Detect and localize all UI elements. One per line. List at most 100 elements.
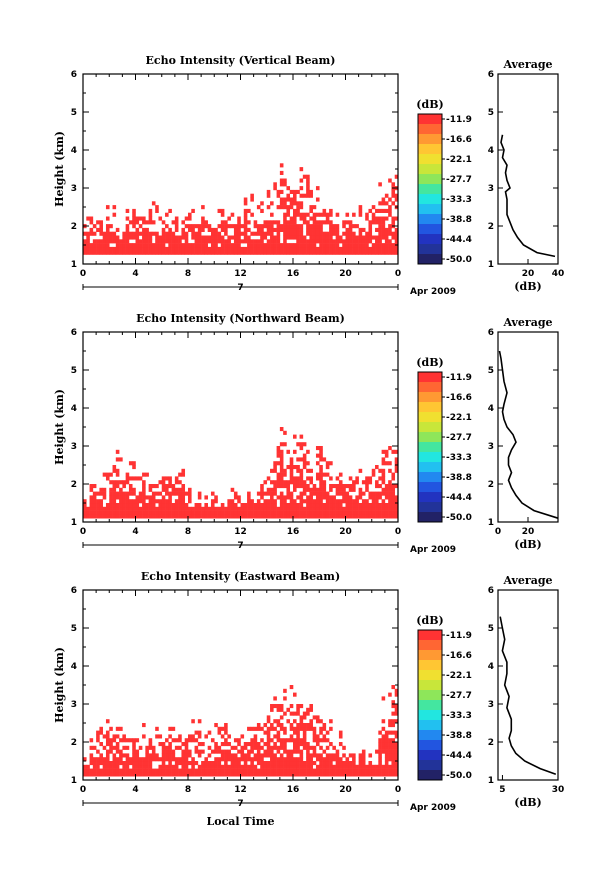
echo-cell [391, 201, 396, 206]
echo-cell [210, 235, 215, 240]
echo-cell [240, 514, 245, 519]
echo-cell [355, 243, 359, 248]
echo-cell [319, 468, 323, 473]
echo-cell [293, 201, 297, 206]
echo-cell [132, 208, 136, 213]
echo-cell [342, 761, 346, 766]
echo-cell [381, 476, 386, 481]
echo-cell [178, 768, 182, 773]
date-label: Apr 2009 [410, 287, 456, 297]
echo-cell [293, 220, 297, 225]
echo-cell [283, 205, 287, 210]
echo-cell [276, 480, 281, 485]
echo-cell [158, 734, 163, 739]
echo-cell [279, 442, 284, 447]
echo-cell [256, 231, 261, 236]
echo-cell [191, 231, 195, 236]
echo-cell [335, 761, 340, 766]
echo-cell [161, 503, 166, 508]
echo-cell [191, 719, 195, 724]
echo-cell [263, 510, 268, 515]
echo-cell [115, 246, 120, 251]
echo-cell [276, 449, 281, 454]
echo-cell [214, 250, 218, 255]
echo-cell [391, 764, 396, 769]
echo-cell [115, 742, 120, 747]
echo-cell [263, 723, 268, 728]
echo-cell [145, 745, 149, 750]
echo-cell [306, 764, 310, 769]
echo-cell [109, 495, 113, 500]
echo-cell [289, 711, 294, 716]
echo-cell [181, 503, 186, 508]
echo-cell [233, 757, 238, 762]
echo-cell [319, 761, 323, 766]
echo-cell [109, 726, 113, 731]
echo-cell [145, 772, 149, 777]
x-tick-label: 4 [132, 527, 138, 537]
echo-cell [181, 235, 186, 240]
echo-cell [135, 476, 140, 481]
echo-cell [378, 514, 382, 519]
colorbar-swatch [418, 472, 442, 483]
y-tick-label: 3 [71, 700, 77, 710]
echo-cell [227, 216, 231, 221]
echo-cell [348, 506, 353, 511]
echo-cell [352, 772, 356, 777]
echo-cell [247, 726, 251, 731]
echo-cell [138, 764, 143, 769]
echo-cell [112, 487, 117, 492]
echo-cell [138, 510, 143, 515]
echo-cell [365, 246, 369, 251]
echo-cell [184, 239, 189, 244]
echo-cell [171, 506, 176, 511]
echo-cell [270, 510, 274, 515]
echo-cell [220, 734, 225, 739]
echo-cell [391, 235, 396, 240]
echo-cell [204, 761, 208, 766]
x-tick-label: 0 [80, 785, 86, 795]
echo-cell [342, 231, 346, 236]
x-tick-label: 12 [234, 527, 247, 537]
echo-cell [312, 243, 317, 248]
colorbar-swatch [418, 412, 442, 423]
echo-cell [299, 772, 304, 777]
echo-cell [335, 476, 340, 481]
echo-cell [151, 484, 156, 489]
echo-cell [142, 764, 146, 769]
echo-cell [148, 216, 153, 221]
echo-cell [253, 510, 258, 515]
echo-cell [161, 495, 166, 500]
echo-cell [125, 227, 130, 232]
echo-cell [102, 734, 107, 739]
echo-cell [109, 231, 113, 236]
echo-cell [371, 212, 376, 217]
echo-cell [361, 480, 366, 485]
echo-cell [270, 239, 274, 244]
echo-cell [286, 449, 291, 454]
echo-cell [105, 246, 110, 251]
echo-cell [135, 768, 140, 773]
echo-cell [361, 757, 366, 762]
echo-cell [293, 514, 297, 519]
echo-cell [109, 510, 113, 515]
echo-cell [181, 772, 186, 777]
echo-cell [329, 768, 333, 773]
echo-cell [306, 189, 310, 194]
echo-cell [325, 503, 330, 508]
echo-cell [174, 772, 179, 777]
echo-cell [299, 503, 304, 508]
echo-cell [224, 723, 228, 728]
echo-cell [355, 510, 359, 515]
echo-cell [381, 250, 386, 255]
echo-cell [315, 472, 320, 477]
echo-cell [89, 246, 94, 251]
echo-cell [102, 487, 107, 492]
echo-cell [391, 182, 396, 187]
echo-cell [204, 506, 208, 511]
echo-cell [148, 753, 153, 758]
echo-cell [270, 503, 274, 508]
echo-cell [207, 506, 212, 511]
echo-cell [250, 757, 254, 762]
echo-cell [151, 246, 156, 251]
